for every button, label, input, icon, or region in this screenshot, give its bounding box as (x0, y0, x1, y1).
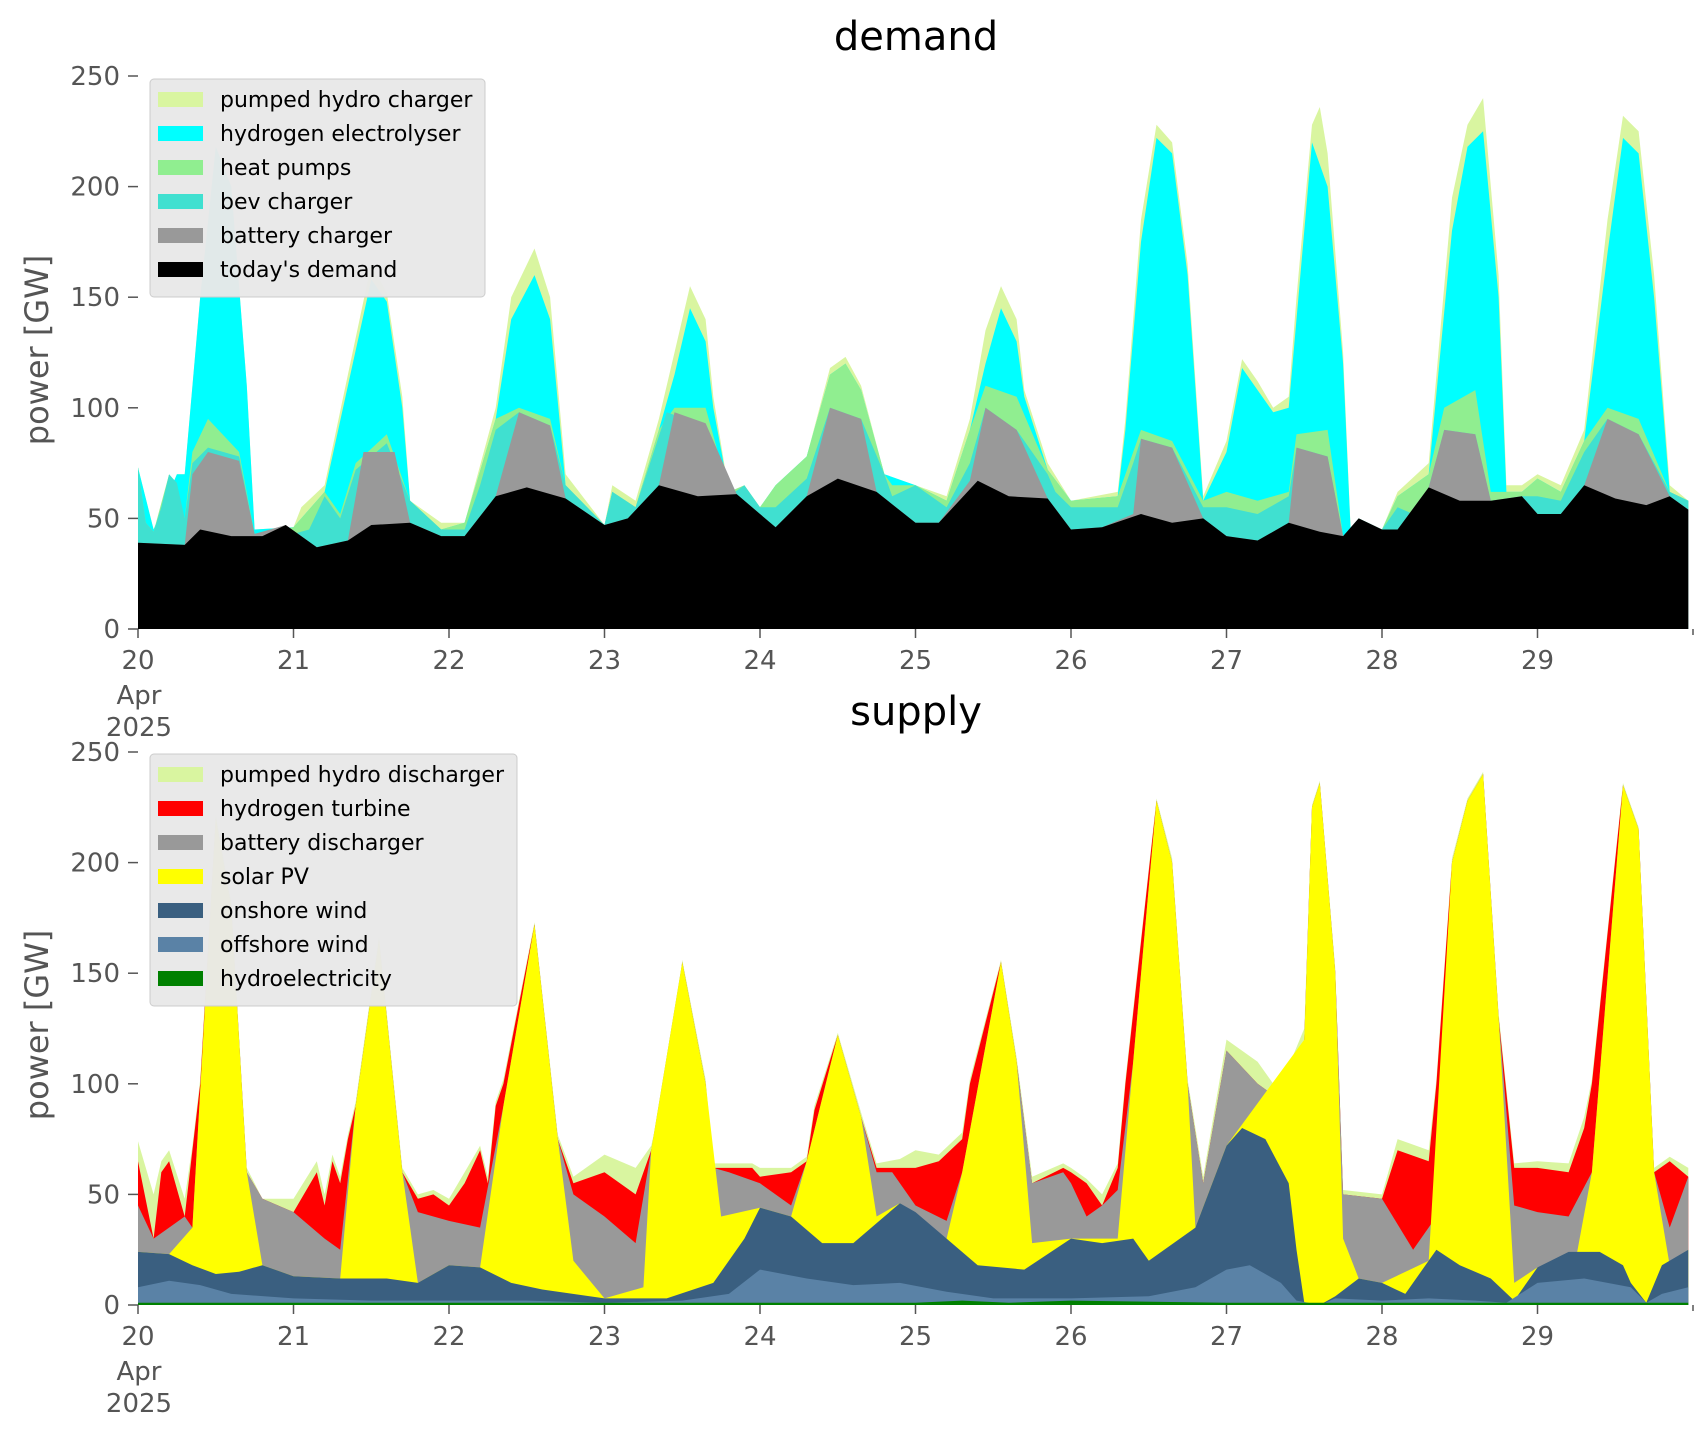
demand-legend-swatch (158, 194, 203, 209)
demand-xtick-label: 23 (588, 646, 621, 676)
demand-xtick-label: 28 (1365, 646, 1398, 676)
demand-xtick-label: 26 (1054, 646, 1087, 676)
demand-xtick-label: 20 (121, 646, 154, 676)
supply-legend-label: onshore wind (220, 899, 367, 924)
demand-ytick-label: 50 (87, 504, 120, 534)
demand-legend: pumped hydro charger hydrogen electrolyse… (149, 78, 486, 298)
demand-ytick-label: 0 (103, 615, 120, 645)
demand-xtick-label: 27 (1210, 646, 1243, 676)
supply-xtick-sublabel: 2025 (106, 1389, 172, 1419)
supply-legend-label: solar PV (220, 865, 309, 890)
demand-xtick-sublabel: 2025 (106, 713, 172, 743)
demand-legend-label: battery charger (220, 224, 393, 249)
demand-xtick-label: 22 (432, 646, 465, 676)
supply-legend-swatch (158, 767, 203, 782)
demand-legend-swatch (158, 262, 203, 277)
demand-ytick-label: 150 (70, 283, 120, 313)
supply-legend-swatch (158, 971, 203, 986)
supply-title: supply (850, 689, 982, 735)
demand-title: demand (834, 14, 998, 60)
demand-legend-box (149, 78, 486, 298)
supply-xtick-label: 26 (1054, 1322, 1087, 1352)
supply-legend: pumped hydro discharger hydrogen turbine b… (149, 753, 518, 1007)
supply-area-solar-pv (138, 774, 1689, 1305)
supply-xtick-label: 21 (277, 1322, 310, 1352)
demand-legend-swatch (158, 92, 203, 107)
demand-legend-label: bev charger (220, 190, 353, 215)
demand-legend-swatch (158, 126, 203, 141)
demand-areas (138, 98, 1689, 630)
supply-legend-swatch (158, 835, 203, 850)
supply-legend-label: hydrogen turbine (220, 797, 411, 822)
demand-legend-swatch (158, 228, 203, 243)
supply-ytick-label: 150 (70, 959, 120, 989)
supply-area-offshore-wind (138, 1265, 1689, 1305)
demand-legend-swatch (158, 160, 203, 175)
supply-xtick-label: 24 (743, 1322, 776, 1352)
supply-area-onshore-wind (138, 1128, 1689, 1305)
supply-ytick-label: 200 (70, 849, 120, 879)
supply-ytick-label: 100 (70, 1070, 120, 1100)
demand-xtick-label: 29 (1521, 646, 1554, 676)
supply-ytick-label: 0 (103, 1291, 120, 1321)
supply-areas (138, 771, 1689, 1305)
supply-xtick-label: 23 (588, 1322, 621, 1352)
demand-xtick-label: 25 (899, 646, 932, 676)
supply-xtick-label: 28 (1365, 1322, 1398, 1352)
supply-legend-label: pumped hydro discharger (220, 763, 505, 788)
supply-legend-box (149, 753, 518, 1007)
supply-ylabel: power [GW] (18, 930, 56, 1120)
supply-xtick-label: 20 (121, 1322, 154, 1352)
supply-legend-label: offshore wind (220, 933, 369, 958)
demand-ytick-label: 250 (70, 62, 120, 92)
supply-ytick-label: 50 (87, 1180, 120, 1210)
supply-xtick-label: 27 (1210, 1322, 1243, 1352)
supply-area-hydroelectricity (138, 1300, 1689, 1305)
supply-xtick-label: 25 (899, 1322, 932, 1352)
supply-legend-label: hydroelectricity (220, 967, 392, 992)
demand-xtick-sublabel: Apr (117, 681, 162, 711)
supply-legend-label: battery discharger (220, 831, 425, 856)
demand-legend-label: heat pumps (220, 156, 351, 181)
supply-xtick-label: 29 (1521, 1322, 1554, 1352)
supply-xtick-sublabel: Apr (117, 1357, 162, 1387)
demand-ytick-label: 100 (70, 394, 120, 424)
supply-legend-swatch (158, 801, 203, 816)
supply-xtick-label: 22 (432, 1322, 465, 1352)
supply-legend-swatch (158, 937, 203, 952)
demand-ytick-label: 200 (70, 173, 120, 203)
demand-legend-label: today's demand (220, 258, 397, 283)
demand-xtick-label: 24 (743, 646, 776, 676)
demand-ylabel: power [GW] (18, 255, 56, 445)
supply-ytick-label: 250 (70, 738, 120, 768)
supply-legend-swatch (158, 903, 203, 918)
demand-legend-label: hydrogen electrolyser (220, 122, 461, 147)
demand-area-today-s-demand (138, 478, 1689, 629)
demand-xtick-label: 21 (277, 646, 310, 676)
demand-legend-label: pumped hydro charger (220, 88, 473, 113)
supply-legend-swatch (158, 869, 203, 884)
